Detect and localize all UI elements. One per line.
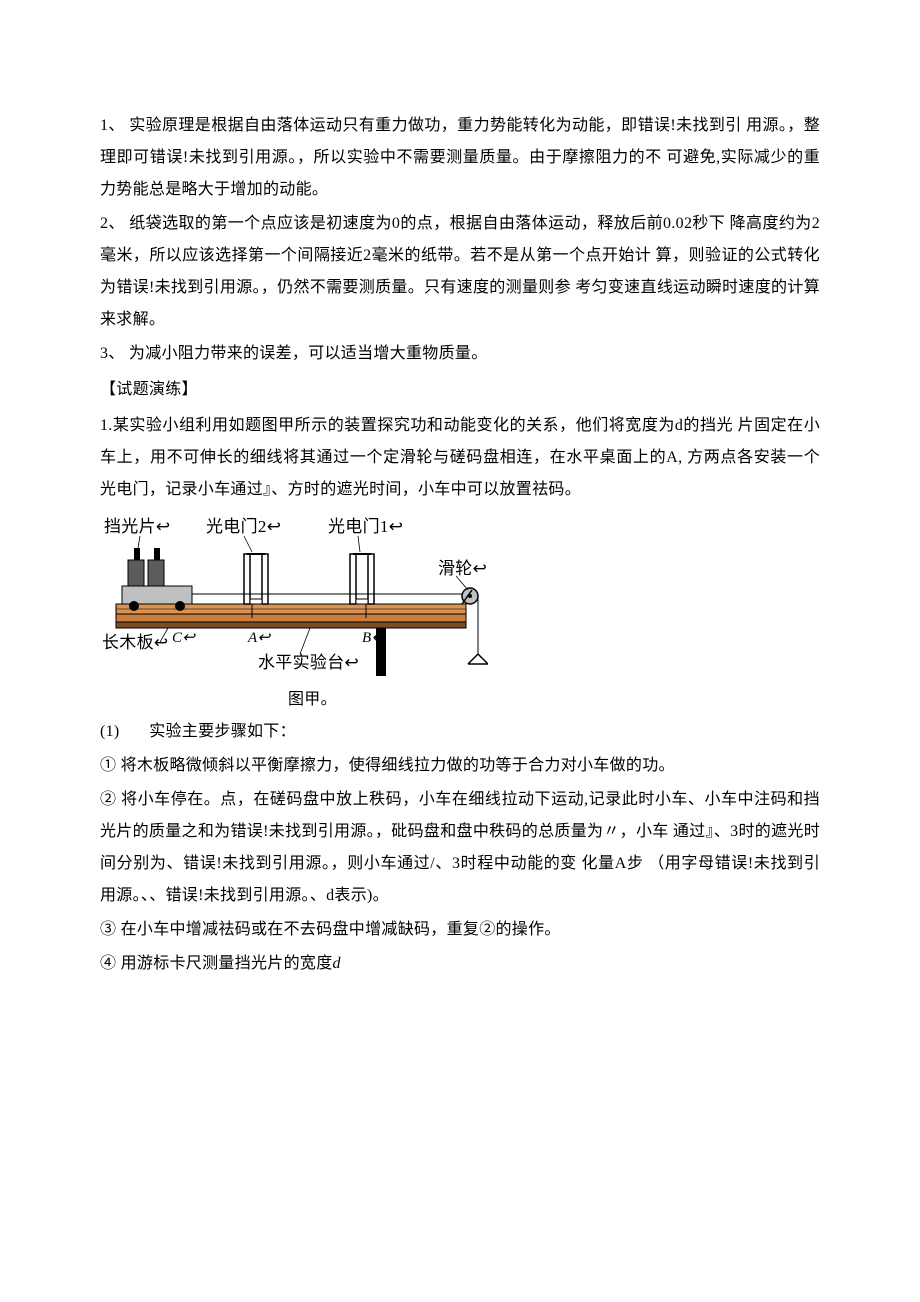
svg-text:光电门1↩: 光电门1↩ xyxy=(328,517,403,536)
variable-d: d xyxy=(333,955,341,972)
figure-apparatus: 挡光片↩ 光电门2↩ 光电门1↩ 滑轮↩ C↩ A↩ B↩ 长木板↩ 水平实验台↩ 图甲。 xyxy=(100,514,820,716)
svg-text:C↩: C↩ xyxy=(172,630,196,646)
svg-text:长木板↩: 长木板↩ xyxy=(102,633,168,652)
sub1-number: (1) xyxy=(100,716,132,748)
svg-text:光电门2↩: 光电门2↩ xyxy=(206,517,281,536)
svg-text:水平实验台↩: 水平实验台↩ xyxy=(258,653,359,672)
svg-text:A↩: A↩ xyxy=(247,630,271,646)
sub1-text: 实验主要步骤如下： xyxy=(149,723,296,740)
step-3: ③ 在小车中增减祛码或在不去码盘中增减缺码，重复②的操作。 xyxy=(100,914,820,946)
step-1: ① 将木板略微倾斜以平衡摩擦力，使得细线拉力做的功等于合力对小车做的功。 xyxy=(100,750,820,782)
document-page: 1、 实验原理是根据自由落体运动只有重力做功，重力势能转化为动能，即错误!未找到… xyxy=(0,0,920,1042)
section-heading: 【试题演练】 xyxy=(100,374,820,406)
paragraph-1: 1、 实验原理是根据自由落体运动只有重力做功，重力势能转化为动能，即错误!未找到… xyxy=(100,110,820,206)
step-4-text: ④ 用游标卡尺测量挡光片的宽度 xyxy=(100,955,333,972)
question-1: 1.某实验小组利用如题图甲所示的装置探究功和动能变化的关系，他们将宽度为d的挡光… xyxy=(100,410,820,506)
paragraph-3: 3、 为减小阻力带来的误差，可以适当增大重物质量。 xyxy=(100,338,820,370)
svg-text:滑轮↩: 滑轮↩ xyxy=(438,559,487,578)
step-2: ② 将小车停在。点，在磋码盘中放上秩码，小车在细线拉动下运动,记录此时小车、小车… xyxy=(100,784,820,912)
figure-caption: 图甲。 xyxy=(288,684,337,716)
step-4: ④ 用游标卡尺测量挡光片的宽度d xyxy=(100,948,820,980)
paragraph-2: 2、 纸袋选取的第一个点应该是初速度为0的点，根据自由落体运动，释放后前0.02… xyxy=(100,208,820,336)
svg-text:挡光片↩: 挡光片↩ xyxy=(104,517,170,536)
substep-heading: (1) 实验主要步骤如下： xyxy=(100,716,820,748)
svg-text:B↩: B↩ xyxy=(362,630,385,646)
